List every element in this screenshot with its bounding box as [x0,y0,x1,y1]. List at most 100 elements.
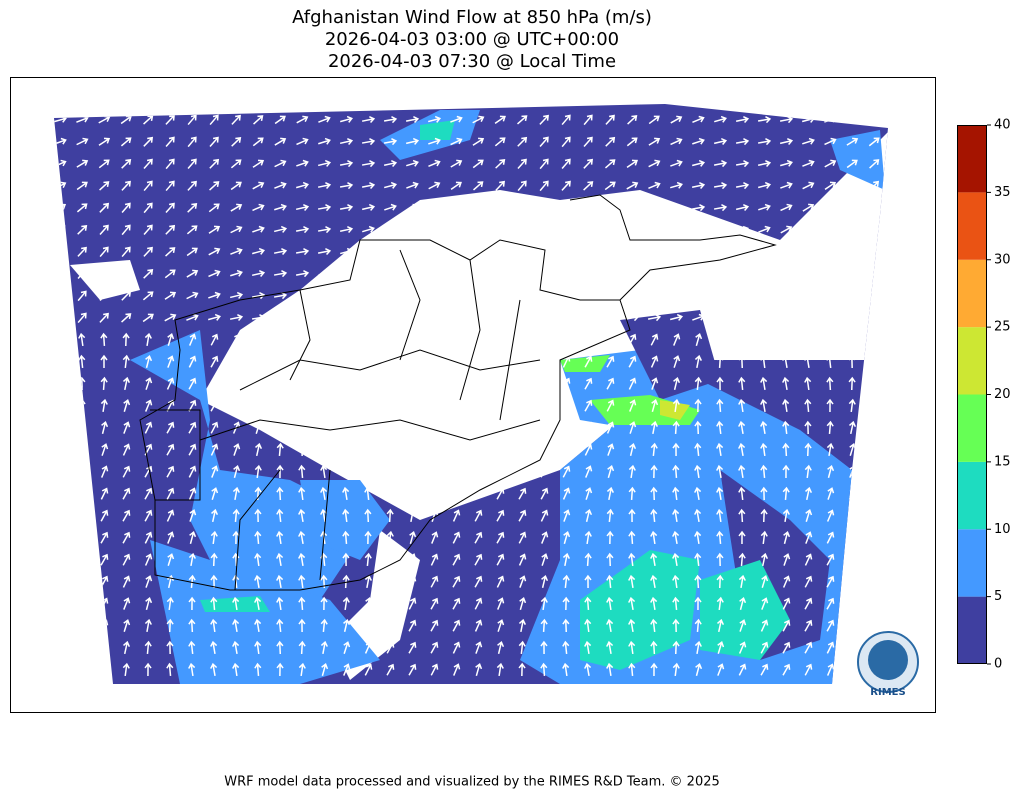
wind-arrow [782,508,790,523]
wind-arrow [496,354,504,369]
wind-arrow [517,268,528,279]
colorbar-tick-label: 5 [994,589,1002,604]
wind-arrow [540,377,549,390]
wind-arrow [55,290,65,301]
wind-arrow [824,181,837,190]
wind-arrow [385,313,396,323]
wind-arrow [473,312,483,323]
wind-arrow [516,291,528,301]
wind-arrow [186,269,199,278]
wind-arrow [384,203,397,211]
wind-arrow [628,377,637,390]
wind-arrow [496,662,504,677]
wind-arrow [669,248,684,256]
wind-arrow [847,224,857,235]
wind-arrow [362,269,375,278]
wind-arrow [628,486,636,501]
wind-arrow [472,115,485,124]
wind-arrow [428,137,441,145]
wind-arrow [122,465,131,478]
wind-arrow [166,443,175,456]
wind-arrow [167,333,175,346]
wind-arrow [318,115,331,123]
wind-arrow [450,115,463,123]
wind-arrow [166,662,174,677]
wind-arrow [648,159,661,168]
wind-arrow [252,203,265,212]
wind-arrow [606,552,614,567]
wind-arrow [606,596,614,611]
logo: RIMES [857,631,919,698]
wind-arrow [384,247,397,256]
wind-arrow [869,159,880,169]
wind-arrow [562,377,571,390]
wind-arrow [144,531,153,544]
wind-arrow [782,619,791,632]
wind-arrow [452,531,461,544]
wind-arrow [518,640,526,655]
wind-arrow [166,465,175,478]
wind-arrow [826,641,835,654]
wind-arrow [450,137,463,146]
wind-arrow [362,291,375,300]
wind-arrow [694,420,702,435]
wind-arrow [692,137,705,145]
wind-arrow [254,508,262,523]
wind-arrow [274,203,287,211]
wind-arrow [364,552,372,567]
wind-arrow [100,354,108,369]
wind-arrow [318,313,331,321]
wind-arrow [121,246,131,258]
wind-arrow [187,136,197,148]
wind-arrow [606,530,614,545]
wind-arrow [408,508,416,523]
wind-arrow [494,137,506,147]
wind-arrow [386,530,394,545]
wind-arrow [562,618,570,633]
wind-arrow [342,376,350,391]
wind-arrow [320,508,328,523]
wind-arrow [848,420,857,435]
wind-arrow [78,641,87,654]
wind-arrow [648,225,662,233]
wind-arrow [209,136,219,147]
wind-arrow [562,640,570,655]
wind-arrow [77,224,88,235]
wind-arrow [691,204,706,212]
wind-arrow [164,291,177,300]
wind-arrow [230,159,242,169]
wind-arrow [167,355,175,368]
wind-arrow [56,442,64,457]
wind-arrow [230,203,243,212]
wind-arrow [760,398,768,413]
wind-arrow [276,530,284,545]
wind-arrow [604,247,617,255]
wind-arrow [519,597,527,610]
wind-arrow [122,662,130,677]
wind-arrow [846,137,859,146]
wind-arrow [672,464,680,479]
wind-arrow [123,399,131,412]
wind-arrow [122,509,131,522]
wind-arrow [273,313,288,322]
wind-arrow [451,312,461,324]
colorbar-tick-label: 25 [994,320,1011,335]
wind-arrow [560,247,572,257]
wind-arrow [165,136,175,148]
wind-arrow [209,158,220,169]
wind-arrow [210,377,219,390]
wind-arrow [782,442,790,457]
wind-arrow [189,509,197,522]
wind-arrow [165,180,175,192]
wind-arrow [849,663,857,676]
wind-arrow [232,530,240,545]
wind-arrow [648,115,660,125]
wind-arrow [78,575,87,588]
wind-arrow [144,618,152,633]
wind-arrow [672,398,680,413]
wind-arrow [496,487,505,500]
wind-arrow [298,618,306,633]
wind-arrow [123,640,131,655]
wind-arrow [100,487,109,500]
wind-arrow [317,247,332,256]
